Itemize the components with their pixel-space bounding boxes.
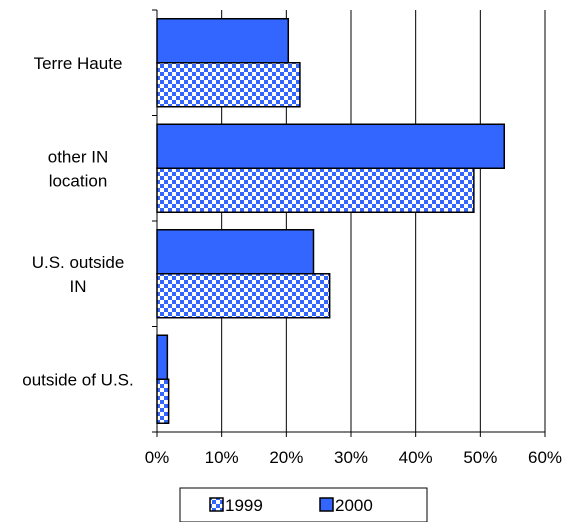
x-tick-labels: 0% 10% 20% 30% 40% 50% 60% xyxy=(145,448,562,467)
category-label: other IN xyxy=(48,147,108,166)
x-tick-label: 50% xyxy=(463,448,497,467)
bar-1999 xyxy=(156,378,170,424)
x-tick-label: 30% xyxy=(334,448,368,467)
legend-swatch-2000 xyxy=(319,497,334,512)
category-label: IN xyxy=(70,277,87,296)
legend-label: 1999 xyxy=(225,496,263,515)
bar-1999 xyxy=(156,273,331,319)
axes xyxy=(152,9,546,437)
x-tick-label: 0% xyxy=(145,448,170,467)
bar-2000 xyxy=(156,18,290,64)
category-label: Terre Haute xyxy=(34,54,123,73)
legend-label: 2000 xyxy=(335,496,373,515)
category-labels: Terre Haute other IN location U.S. outside I… xyxy=(22,54,134,390)
x-tick-label: 40% xyxy=(399,448,433,467)
bars xyxy=(156,18,506,424)
category-label: U.S. outside xyxy=(32,253,125,272)
bar-1999 xyxy=(156,62,301,108)
category-label: outside of U.S. xyxy=(22,370,134,389)
bar-2000 xyxy=(156,334,169,380)
bar-2000 xyxy=(156,123,506,169)
bar-2000 xyxy=(156,229,315,275)
x-tick-label: 20% xyxy=(269,448,303,467)
bar-1999 xyxy=(156,167,475,213)
x-tick-label: 60% xyxy=(528,448,562,467)
x-tick-label: 10% xyxy=(205,448,239,467)
legend-swatch-1999 xyxy=(209,497,224,512)
category-label: location xyxy=(49,171,108,190)
legend: 1999 2000 xyxy=(179,487,428,523)
